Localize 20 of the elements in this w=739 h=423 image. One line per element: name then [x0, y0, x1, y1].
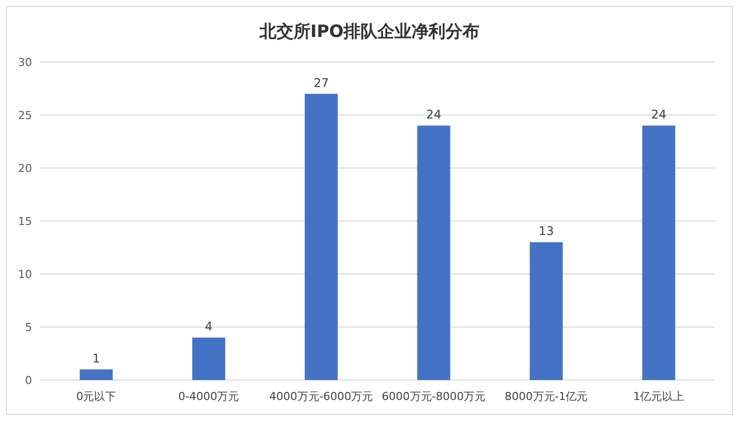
data-label: 13 — [538, 224, 554, 238]
title: 北交所IPO排队企业净利分布 — [259, 22, 480, 42]
x-tick-label: 6000万元-8000万元 — [382, 390, 486, 403]
y-tick-label: 30 — [18, 56, 32, 69]
y-tick-label: 10 — [18, 268, 32, 281]
y-tick-label: 5 — [25, 321, 32, 334]
x-tick-label: 4000万元-6000万元 — [269, 390, 374, 403]
x-tick-label: 0元以下 — [76, 390, 116, 403]
data-label: 24 — [426, 108, 442, 122]
data-label: 4 — [204, 320, 213, 334]
x-tick-label: 1亿元以上 — [633, 390, 684, 403]
y-tick-label: 20 — [18, 162, 32, 175]
x-tick-label: 0-4000万元 — [178, 390, 240, 403]
data-label: 1 — [92, 351, 100, 366]
x-tick-label: 8000万元-1亿元 — [504, 390, 588, 403]
data-label: 27 — [314, 76, 329, 90]
y-tick-label: 0 — [25, 374, 32, 387]
data-label: 24 — [651, 108, 666, 122]
y-tick-label: 15 — [18, 215, 32, 228]
y-tick-label: 25 — [18, 109, 32, 122]
